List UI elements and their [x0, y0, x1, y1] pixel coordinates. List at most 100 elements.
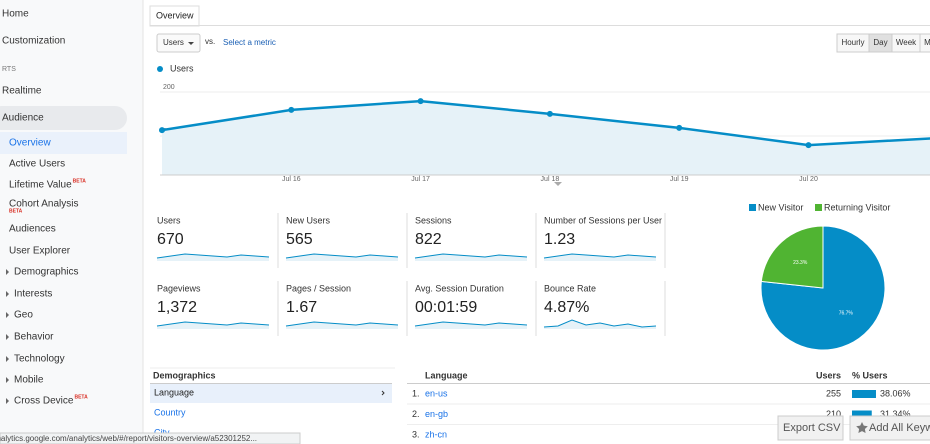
- nav-item[interactable]: Geo: [14, 310, 33, 321]
- sparkline-fill: [157, 254, 269, 261]
- tab-label[interactable]: Overview: [156, 10, 194, 20]
- selected-row: [150, 384, 392, 403]
- legend-dot: [157, 66, 163, 72]
- nav-item[interactable]: Cohort Analysis: [9, 199, 78, 210]
- button-label[interactable]: Add All Keyw: [869, 422, 930, 434]
- rank: 1.: [412, 388, 420, 398]
- sparkline: [156, 253, 270, 259]
- x-tick-label: Jul 18: [541, 176, 560, 183]
- interval-label[interactable]: M: [924, 38, 930, 47]
- x-tick-label: Jul 20: [799, 176, 818, 183]
- x-tick-label: Jul 16: [282, 176, 301, 183]
- interval-label[interactable]: Hourly: [841, 38, 864, 47]
- nav-item[interactable]: Audience: [2, 113, 44, 124]
- slice-label: 76.7%: [839, 311, 854, 317]
- row-name[interactable]: en-us: [425, 388, 448, 398]
- sparkline: [285, 321, 399, 327]
- nav-item[interactable]: Overview: [9, 138, 51, 149]
- sidebar: [0, 0, 143, 444]
- nav-item[interactable]: Active Users: [9, 159, 65, 170]
- sparkline: [543, 253, 657, 259]
- demographic-item[interactable]: Country: [154, 407, 186, 417]
- demographic-item[interactable]: City: [154, 427, 170, 437]
- sparkline-fill: [286, 254, 398, 261]
- metric-value: 4.87%: [544, 299, 589, 316]
- metric-label: New Users: [286, 215, 331, 225]
- metric-label: Pages / Session: [286, 283, 351, 293]
- row-name[interactable]: en-gb: [425, 409, 448, 419]
- button-label[interactable]: Export CSV: [783, 422, 841, 434]
- sparkline: [285, 253, 399, 259]
- point: [417, 98, 424, 105]
- percent-label: 38.06%: [880, 388, 911, 398]
- nav-item[interactable]: Mobile: [14, 375, 44, 386]
- point: [805, 142, 812, 149]
- sparkline: [543, 319, 657, 328]
- interval-button[interactable]: [919, 33, 930, 53]
- area: [162, 101, 930, 175]
- nav-item: RTS: [2, 66, 16, 73]
- nav-item[interactable]: Demographics: [14, 267, 78, 278]
- point: [546, 110, 553, 117]
- y-tick-label: 200: [163, 84, 175, 91]
- percent-bar: [852, 410, 872, 419]
- nav-item[interactable]: Behavior: [14, 332, 54, 343]
- column-header: % Users: [852, 370, 888, 380]
- nav-item[interactable]: User Explorer: [9, 246, 71, 257]
- pie-slice: [760, 225, 824, 289]
- selected-row: [0, 132, 127, 154]
- percent-label: 31.34%: [880, 409, 911, 419]
- metric-value: 1,372: [157, 299, 197, 316]
- metric-label: Users: [157, 215, 181, 225]
- chart-handle: [554, 182, 562, 186]
- metric-dropdown[interactable]: [156, 33, 201, 53]
- sparkline: [156, 321, 270, 327]
- interval-label[interactable]: Day: [873, 38, 887, 47]
- metric-label[interactable]: Users: [163, 38, 184, 47]
- sparkline-fill: [544, 254, 656, 261]
- rank: 2.: [412, 409, 420, 419]
- legend-label: New Visitor: [758, 202, 803, 212]
- x-tick-label: Jul 17: [411, 176, 430, 183]
- expand-arrow: [6, 291, 9, 297]
- dropdown-arrow: [188, 42, 194, 45]
- vs-label: vs.: [205, 37, 215, 46]
- sparkline-fill: [157, 322, 269, 329]
- nav-item[interactable]: Customization: [2, 36, 65, 47]
- demographic-item[interactable]: Language: [154, 387, 194, 397]
- rank: 3.: [412, 429, 420, 439]
- nav-item[interactable]: Audiences: [9, 224, 56, 235]
- legend-swatch: [815, 204, 822, 211]
- sparkline-fill: [415, 254, 527, 261]
- demographics-title: Demographics: [153, 370, 216, 380]
- point: [159, 127, 165, 134]
- expand-arrow: [6, 377, 9, 383]
- metric-label: Bounce Rate: [544, 283, 596, 293]
- nav-item[interactable]: Lifetime Value: [9, 180, 72, 191]
- nav-item[interactable]: Cross Device: [14, 396, 74, 407]
- select-metric[interactable]: Select a metric: [223, 38, 276, 47]
- beta-badge: BETA: [9, 208, 23, 214]
- column-header: Users: [816, 370, 841, 380]
- interval-label[interactable]: Week: [896, 38, 917, 47]
- legend-swatch: [749, 204, 756, 211]
- row-name[interactable]: zh-cn: [425, 429, 447, 439]
- slice-label: 23.3%: [793, 260, 808, 266]
- metric-value: 565: [286, 231, 313, 248]
- nav-item[interactable]: Home: [2, 9, 29, 20]
- metric-label: Pageviews: [157, 283, 201, 293]
- status-url: analytics.google.com/analytics/web/#/rep…: [0, 434, 257, 443]
- expand-arrow: [6, 334, 9, 340]
- nav-item[interactable]: Technology: [14, 354, 65, 365]
- nav-item[interactable]: Realtime: [2, 86, 42, 97]
- sparkline-fill: [286, 322, 398, 329]
- nav-item[interactable]: Interests: [14, 289, 52, 300]
- metric-label: Avg. Session Duration: [415, 283, 504, 293]
- legend-label: Returning Visitor: [824, 202, 890, 212]
- users: 255: [826, 388, 841, 398]
- beta-badge: BETA: [74, 394, 88, 400]
- button[interactable]: [777, 415, 844, 441]
- sparkline-fill: [415, 322, 527, 329]
- metric-value: 670: [157, 231, 184, 248]
- column-header: Language: [425, 370, 468, 380]
